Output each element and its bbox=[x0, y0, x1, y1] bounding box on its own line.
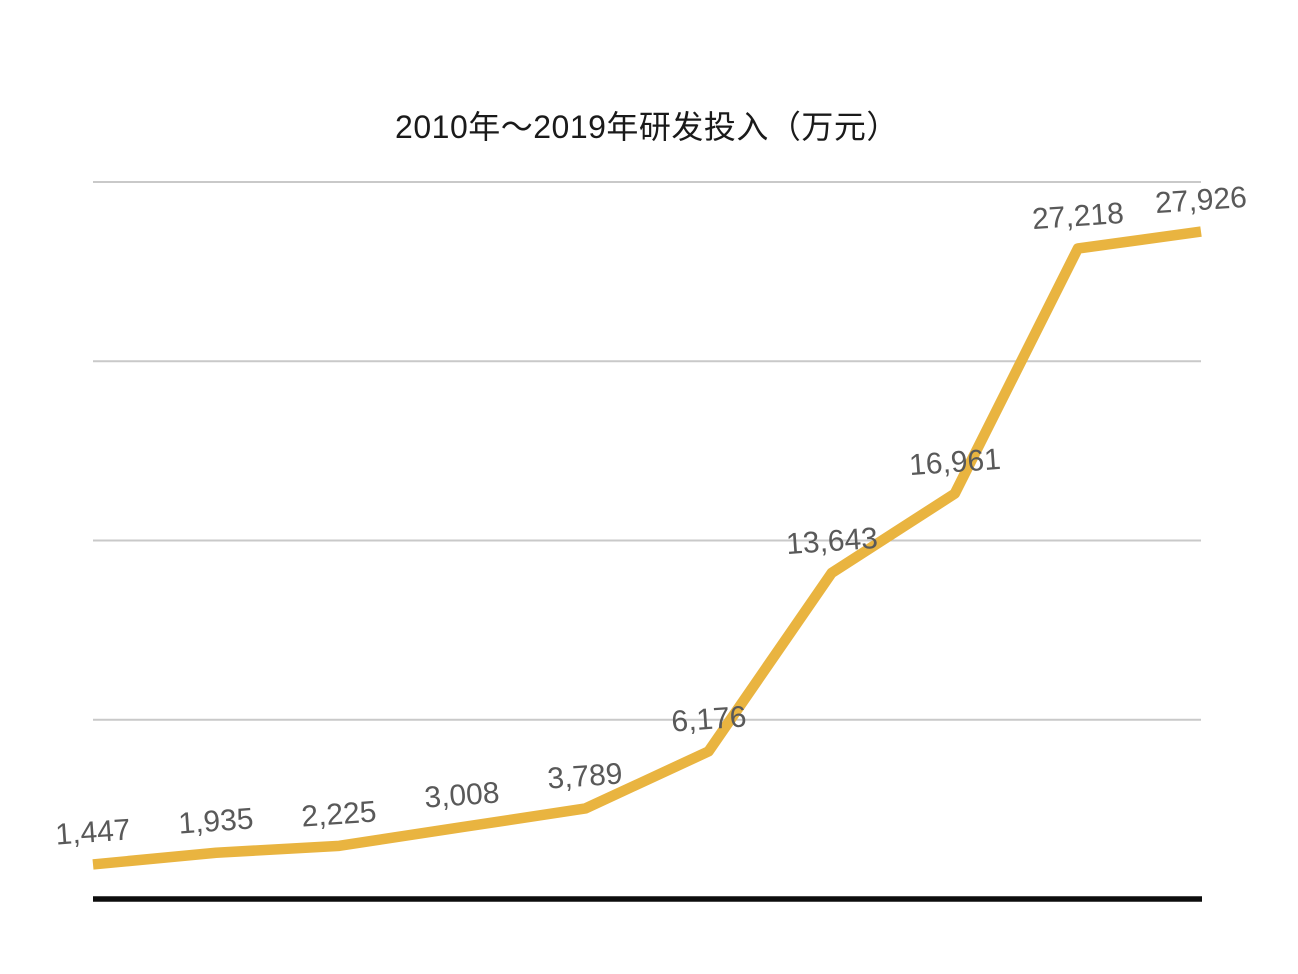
data-series-line bbox=[92, 226, 1202, 870]
chart-title: 2010年～2019年研发投入（万元） bbox=[395, 109, 899, 145]
